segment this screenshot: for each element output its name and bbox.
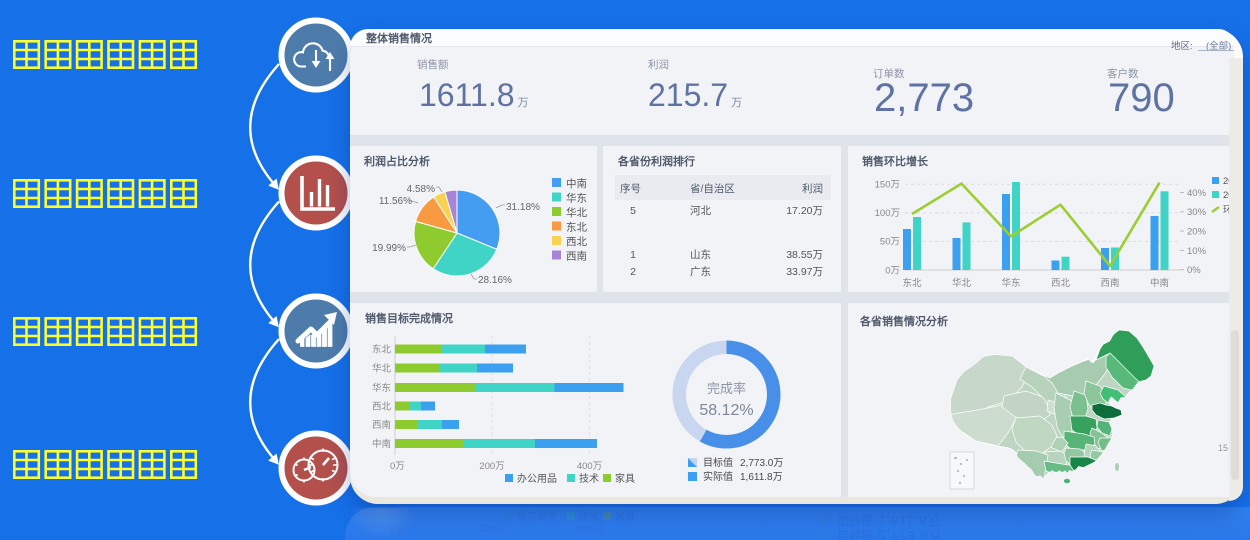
svg-text:华北: 华北 (372, 363, 392, 375)
svg-text:28.16%: 28.16% (478, 275, 512, 286)
svg-text:华东: 华东 (1001, 277, 1020, 289)
svg-text:东北: 东北 (566, 221, 587, 234)
svg-text:利润: 利润 (802, 182, 823, 195)
svg-text:200万: 200万 (479, 461, 504, 472)
svg-text:33.97万: 33.97万 (786, 266, 823, 278)
svg-text:400万: 400万 (577, 461, 602, 472)
svg-text:15: 15 (1218, 443, 1228, 453)
svg-text:40%: 40% (1187, 188, 1207, 199)
svg-text:西北: 西北 (566, 236, 587, 248)
svg-text:西南: 西南 (566, 250, 587, 263)
svg-text:东北: 东北 (372, 344, 392, 356)
svg-text:0%: 0% (1187, 265, 1201, 276)
svg-text:中南: 中南 (1150, 277, 1169, 289)
svg-text:20%: 20% (1187, 227, 1207, 238)
svg-text:山东: 山东 (690, 248, 711, 261)
svg-text:1,611.8万: 1,611.8万 (878, 513, 941, 528)
svg-text:20: 20 (1223, 176, 1230, 187)
svg-text:1,611.8万: 1,611.8万 (740, 472, 783, 483)
svg-text:河北: 河北 (690, 205, 711, 217)
svg-text:5: 5 (630, 205, 636, 217)
svg-text:华东: 华东 (372, 382, 391, 394)
svg-text:11.56%: 11.56% (379, 196, 412, 207)
svg-text:家具: 家具 (615, 472, 635, 485)
svg-text:省/自治区: 省/自治区 (690, 182, 735, 195)
svg-text:0万: 0万 (885, 266, 900, 277)
svg-text:中南: 中南 (566, 177, 587, 190)
svg-text:中南: 中南 (372, 438, 391, 450)
svg-text:办公用品: 办公用品 (517, 472, 557, 485)
svg-text:技术: 技术 (579, 472, 599, 485)
svg-text:实际值: 实际值 (703, 470, 733, 483)
svg-text:58.12%: 58.12% (699, 402, 753, 419)
svg-text:办公用品: 办公用品 (517, 509, 557, 522)
svg-text:2,773.0万: 2,773.0万 (878, 528, 942, 540)
svg-text:完成率: 完成率 (707, 381, 746, 396)
svg-text:0万: 0万 (390, 522, 405, 533)
svg-text:华北: 华北 (566, 206, 587, 219)
svg-text:技术: 技术 (579, 509, 599, 522)
svg-text:西南: 西南 (1100, 277, 1119, 289)
svg-text:31.18%: 31.18% (506, 202, 540, 213)
svg-text:序号: 序号 (620, 182, 641, 195)
svg-text:华北: 华北 (952, 277, 972, 289)
svg-text:19.99%: 19.99% (372, 243, 406, 254)
svg-text:华东: 华东 (566, 192, 587, 205)
svg-text:西北: 西北 (1051, 278, 1071, 289)
svg-text:2: 2 (630, 266, 636, 278)
svg-text:实际值: 实际值 (837, 513, 873, 528)
svg-text:西北: 西北 (372, 402, 392, 413)
svg-text:50万: 50万 (880, 237, 900, 248)
svg-text:广东: 广东 (690, 265, 711, 278)
svg-text:目标值: 目标值 (837, 528, 873, 540)
svg-text:17.20万: 17.20万 (786, 205, 823, 217)
svg-text:30%: 30% (1187, 207, 1207, 218)
svg-text:环比: 环比 (1223, 204, 1230, 216)
svg-text:西南: 西南 (372, 419, 391, 431)
svg-text:0万: 0万 (390, 461, 405, 472)
svg-text:20: 20 (1223, 190, 1230, 201)
svg-text:100万: 100万 (875, 208, 900, 219)
svg-text:10%: 10% (1187, 246, 1207, 257)
svg-text:4.58%: 4.58% (407, 184, 435, 195)
svg-text:150万: 150万 (875, 180, 900, 191)
svg-text:2,773.0万: 2,773.0万 (740, 458, 783, 469)
svg-text:400万: 400万 (578, 522, 603, 533)
svg-text:目标值: 目标值 (703, 456, 733, 469)
svg-text:1: 1 (630, 249, 636, 261)
svg-text:家具: 家具 (615, 509, 635, 522)
svg-text:东北: 东北 (902, 277, 922, 289)
svg-text:38.55万: 38.55万 (786, 249, 823, 261)
svg-text:200万: 200万 (480, 522, 505, 533)
